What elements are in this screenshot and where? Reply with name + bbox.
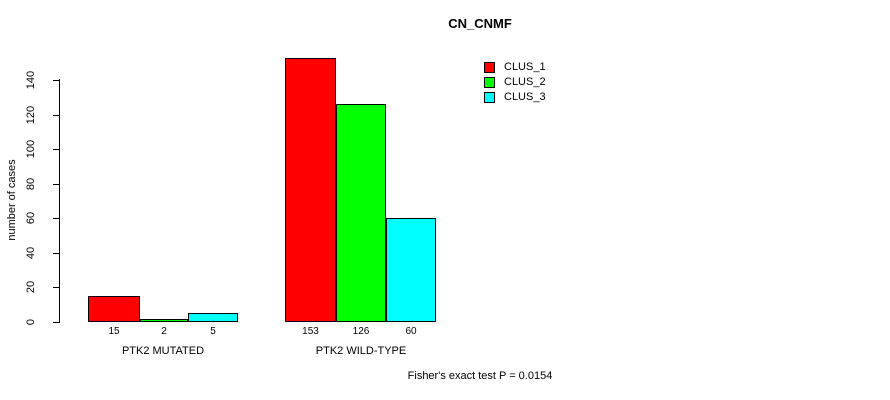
y-axis-title: number of cases bbox=[6, 159, 18, 241]
y-axis-tick-label: 80 bbox=[25, 177, 37, 190]
bar-clus_2-mutated bbox=[140, 318, 188, 322]
y-axis-tick-label: 40 bbox=[25, 246, 37, 259]
bar-clus_3-mutated bbox=[188, 313, 238, 322]
y-axis-tick-label: 120 bbox=[25, 105, 37, 124]
bar-value-label: 5 bbox=[210, 326, 216, 337]
y-axis-tick-label: 100 bbox=[25, 139, 37, 159]
y-axis-tick bbox=[53, 322, 59, 323]
y-axis-tick-label: 0 bbox=[25, 318, 37, 326]
bar-clus_2-wild-type bbox=[336, 104, 386, 322]
legend-color-swatch bbox=[484, 62, 495, 73]
y-axis-tick-label: 20 bbox=[25, 281, 37, 294]
legend-item-label: CLUS_3 bbox=[504, 91, 546, 103]
y-axis-tick bbox=[53, 149, 59, 151]
y-axis-tick-label: 140 bbox=[25, 70, 37, 90]
y-axis-tick bbox=[53, 183, 59, 185]
y-axis-tick bbox=[53, 252, 59, 254]
bar-clus_1-mutated bbox=[88, 296, 140, 322]
legend-color-swatch bbox=[484, 92, 495, 103]
bar-clus_3-wild-type bbox=[386, 218, 436, 322]
y-axis-tick bbox=[53, 114, 59, 116]
group-label: PTK2 MUTATED bbox=[121, 345, 205, 357]
bar-clus_1-wild-type bbox=[285, 57, 336, 322]
footnote-annotation: Fisher's exact test P = 0.0154 bbox=[407, 370, 553, 382]
y-axis-line bbox=[59, 79, 60, 323]
legend-color-swatch bbox=[484, 77, 495, 88]
bar-value-label: 60 bbox=[405, 326, 417, 337]
bar-value-label: 153 bbox=[302, 326, 319, 337]
y-axis-tick bbox=[53, 287, 59, 289]
group-label: PTK2 WILD-TYPE bbox=[315, 345, 407, 357]
bar-value-label: 15 bbox=[108, 326, 120, 337]
bar-value-label: 2 bbox=[161, 326, 167, 337]
legend-item-label: CLUS_1 bbox=[504, 61, 546, 73]
y-axis-tick bbox=[53, 80, 59, 81]
chart-title: CN_CNMF bbox=[448, 16, 512, 31]
y-axis-tick bbox=[53, 218, 59, 220]
legend-item-label: CLUS_2 bbox=[504, 76, 546, 88]
y-axis-tick-label: 60 bbox=[25, 212, 37, 225]
bar-value-label: 126 bbox=[352, 326, 370, 337]
